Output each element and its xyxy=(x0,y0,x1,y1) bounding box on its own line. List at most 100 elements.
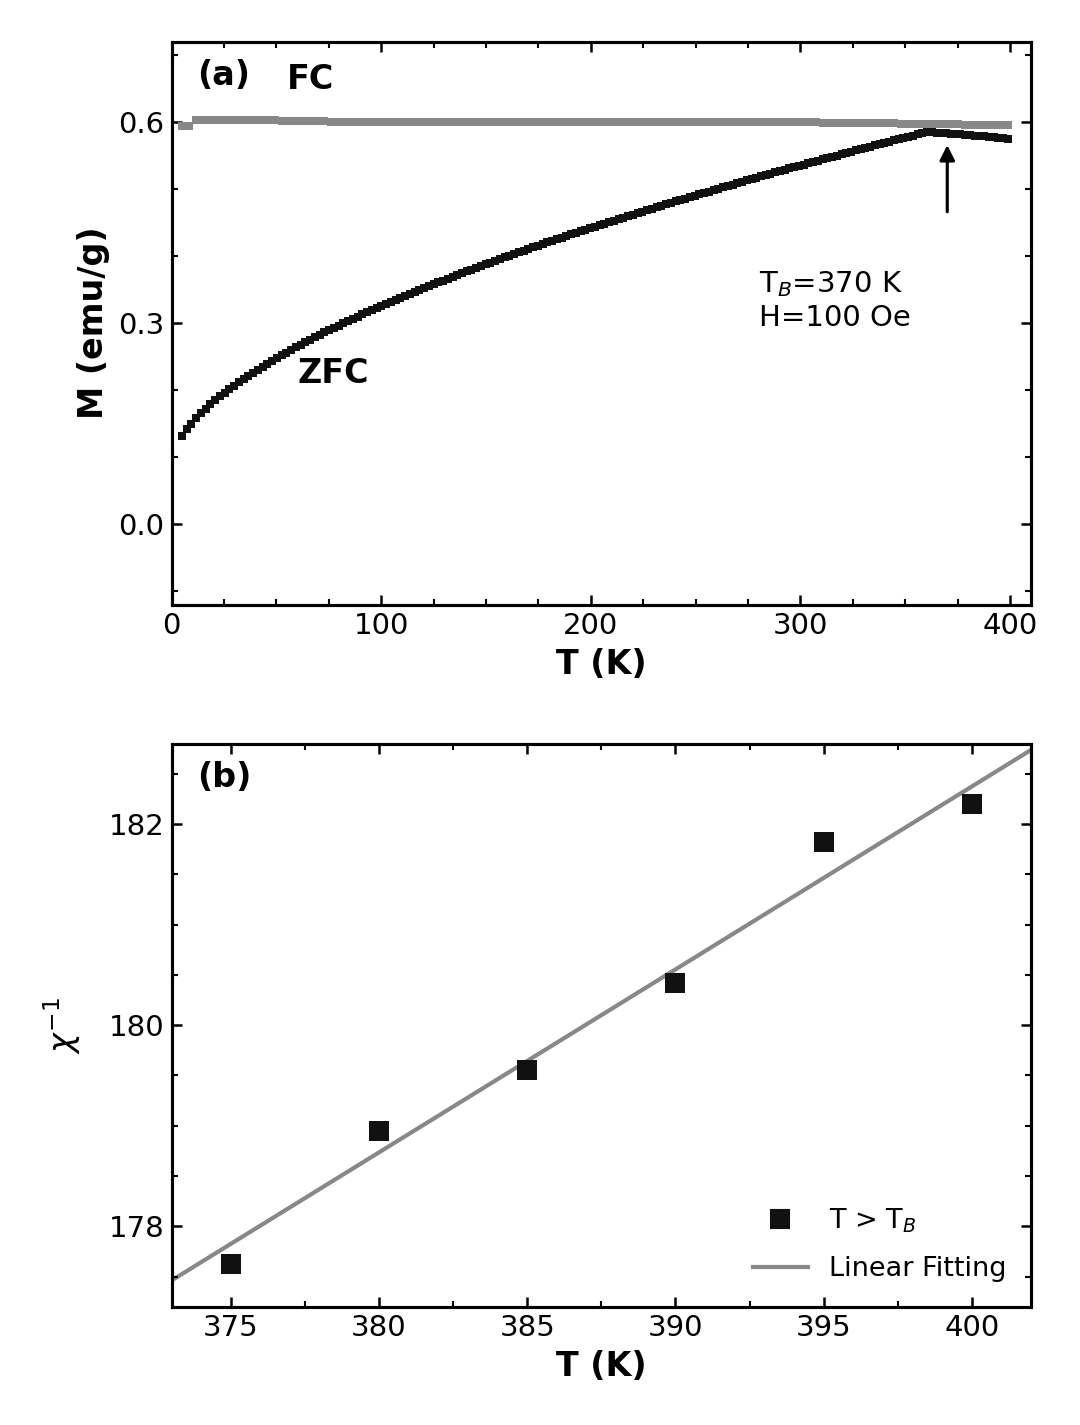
Point xyxy=(914,121,931,144)
Point xyxy=(963,792,981,815)
Point xyxy=(686,184,703,207)
Point xyxy=(993,114,1010,137)
Point xyxy=(373,111,390,134)
Point xyxy=(345,110,362,133)
Y-axis label: M (emu/g): M (emu/g) xyxy=(77,227,110,419)
Point xyxy=(292,333,309,356)
Point xyxy=(586,111,604,134)
Text: ZFC: ZFC xyxy=(297,358,369,390)
Point xyxy=(396,285,414,308)
Point xyxy=(681,185,699,208)
Point xyxy=(824,145,841,168)
Point xyxy=(743,111,760,134)
Point xyxy=(999,114,1016,137)
Point xyxy=(833,142,850,165)
Point xyxy=(928,113,945,135)
Point xyxy=(856,137,874,160)
Point xyxy=(579,111,596,134)
Point xyxy=(629,111,646,134)
Point xyxy=(644,111,661,134)
Point xyxy=(781,157,798,180)
Point xyxy=(508,111,525,134)
Point xyxy=(757,164,774,187)
Point xyxy=(923,121,941,144)
Point xyxy=(567,221,584,244)
Point xyxy=(814,148,832,171)
X-axis label: T (K): T (K) xyxy=(556,1351,647,1384)
Point xyxy=(529,234,546,256)
Point xyxy=(268,346,285,369)
Point xyxy=(753,165,770,188)
Point xyxy=(904,124,921,147)
Point xyxy=(596,212,613,235)
Point xyxy=(458,259,475,282)
Point xyxy=(197,398,214,420)
Point xyxy=(696,181,713,204)
Point xyxy=(785,111,802,134)
Point xyxy=(192,402,210,425)
Point xyxy=(468,256,485,279)
Point xyxy=(821,111,838,134)
Point xyxy=(848,140,865,162)
Point xyxy=(301,110,319,133)
Point xyxy=(178,418,195,440)
Point xyxy=(382,291,400,314)
Point xyxy=(557,111,575,134)
Point xyxy=(330,110,348,133)
Point xyxy=(373,295,390,318)
Point xyxy=(856,111,874,134)
Point xyxy=(515,239,532,262)
Point xyxy=(700,180,717,202)
Point xyxy=(805,151,822,174)
Point xyxy=(202,108,219,131)
Point xyxy=(518,1059,536,1082)
Point xyxy=(842,111,860,134)
Point xyxy=(957,124,974,147)
Point xyxy=(600,111,618,134)
Point xyxy=(553,227,570,249)
Point xyxy=(301,328,319,351)
Point xyxy=(387,288,404,311)
Point xyxy=(309,110,326,133)
Point xyxy=(315,321,333,343)
Point xyxy=(664,111,681,134)
Point xyxy=(491,248,509,271)
Point xyxy=(392,286,409,309)
Point xyxy=(600,211,618,234)
Point xyxy=(335,312,352,335)
Point xyxy=(729,111,746,134)
Point xyxy=(985,114,1002,137)
Point xyxy=(942,123,959,145)
Point xyxy=(202,393,219,416)
Point xyxy=(679,111,697,134)
Point xyxy=(892,113,909,135)
Point xyxy=(249,358,267,380)
Point xyxy=(283,339,300,362)
Point xyxy=(273,110,291,133)
Point xyxy=(487,249,504,272)
Point xyxy=(206,389,224,412)
Point xyxy=(424,274,442,296)
Point xyxy=(975,125,993,148)
Point xyxy=(714,111,731,134)
Point xyxy=(636,111,653,134)
Point xyxy=(995,127,1012,150)
Point xyxy=(676,187,693,209)
Point xyxy=(880,130,897,152)
Point xyxy=(886,113,903,135)
Point xyxy=(323,110,340,133)
Point xyxy=(809,150,826,172)
Point xyxy=(519,238,537,261)
Point xyxy=(226,375,243,398)
Point xyxy=(989,127,1007,150)
Point xyxy=(254,355,271,378)
Point xyxy=(194,108,212,131)
Point xyxy=(852,138,869,161)
Point xyxy=(416,111,433,134)
Point xyxy=(819,147,836,170)
Point xyxy=(921,113,939,135)
Point xyxy=(174,114,191,137)
Point xyxy=(850,111,867,134)
Point xyxy=(188,110,205,133)
Point xyxy=(235,368,253,390)
